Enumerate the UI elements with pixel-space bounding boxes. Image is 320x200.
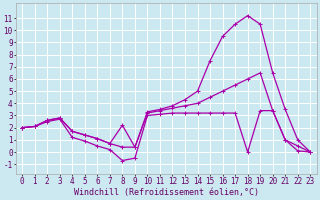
X-axis label: Windchill (Refroidissement éolien,°C): Windchill (Refroidissement éolien,°C)	[74, 188, 259, 197]
